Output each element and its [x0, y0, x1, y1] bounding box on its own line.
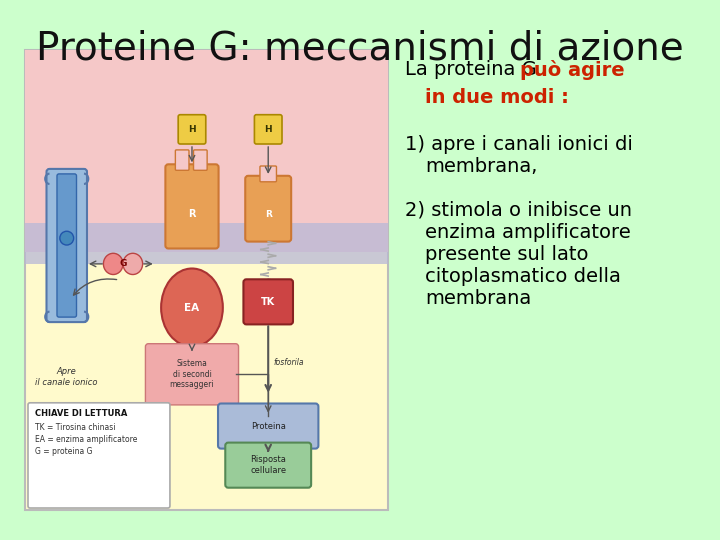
- FancyBboxPatch shape: [260, 166, 276, 182]
- Text: EA: EA: [184, 302, 199, 313]
- FancyBboxPatch shape: [218, 403, 318, 449]
- Text: può agire: può agire: [520, 60, 625, 80]
- Text: 1) apre i canali ionici di: 1) apre i canali ionici di: [405, 135, 633, 154]
- FancyBboxPatch shape: [254, 114, 282, 144]
- Text: CHIAVE DI LETTURA: CHIAVE DI LETTURA: [35, 409, 127, 418]
- FancyBboxPatch shape: [246, 176, 291, 241]
- Circle shape: [60, 231, 73, 245]
- FancyBboxPatch shape: [178, 114, 206, 144]
- FancyBboxPatch shape: [194, 150, 207, 170]
- Text: R: R: [188, 209, 196, 219]
- Ellipse shape: [123, 253, 143, 274]
- FancyBboxPatch shape: [225, 443, 311, 488]
- Bar: [25, 50, 388, 510]
- Text: Apre
il canale ionico: Apre il canale ionico: [35, 367, 98, 387]
- Text: Proteina: Proteina: [251, 422, 286, 430]
- Text: presente sul lato: presente sul lato: [425, 245, 588, 264]
- Text: EA = enzima amplificatore: EA = enzima amplificatore: [35, 435, 138, 444]
- Text: Sistema
di secondi
messaggeri: Sistema di secondi messaggeri: [170, 360, 215, 389]
- Text: Risposta
cellulare: Risposta cellulare: [250, 455, 287, 475]
- Text: citoplasmatico della: citoplasmatico della: [425, 267, 621, 286]
- Text: TK = Tirosina chinasi: TK = Tirosina chinasi: [35, 423, 115, 432]
- FancyBboxPatch shape: [28, 403, 170, 508]
- FancyBboxPatch shape: [243, 279, 293, 325]
- FancyBboxPatch shape: [145, 343, 238, 405]
- Bar: [25, 222, 388, 264]
- FancyBboxPatch shape: [166, 164, 219, 248]
- Text: membrana: membrana: [425, 289, 531, 308]
- Text: R: R: [265, 210, 271, 219]
- Text: in due modi :: in due modi :: [425, 88, 569, 107]
- Text: membrana,: membrana,: [425, 157, 537, 176]
- Text: TK: TK: [261, 297, 275, 307]
- Text: G = proteina G: G = proteina G: [35, 447, 92, 456]
- Text: H: H: [264, 125, 272, 134]
- FancyBboxPatch shape: [47, 169, 87, 322]
- Text: Proteine G: meccanismi di azione: Proteine G: meccanismi di azione: [36, 30, 684, 68]
- Ellipse shape: [104, 253, 123, 274]
- FancyBboxPatch shape: [176, 150, 189, 170]
- Text: enzima amplificatore: enzima amplificatore: [425, 223, 631, 242]
- Text: H: H: [188, 125, 196, 134]
- Text: La proteina G: La proteina G: [405, 60, 543, 79]
- FancyBboxPatch shape: [57, 174, 76, 317]
- Ellipse shape: [161, 268, 222, 347]
- Text: fosforila: fosforila: [273, 359, 304, 367]
- Bar: [25, 50, 388, 252]
- Text: G: G: [120, 259, 127, 268]
- Text: 2) stimola o inibisce un: 2) stimola o inibisce un: [405, 201, 632, 220]
